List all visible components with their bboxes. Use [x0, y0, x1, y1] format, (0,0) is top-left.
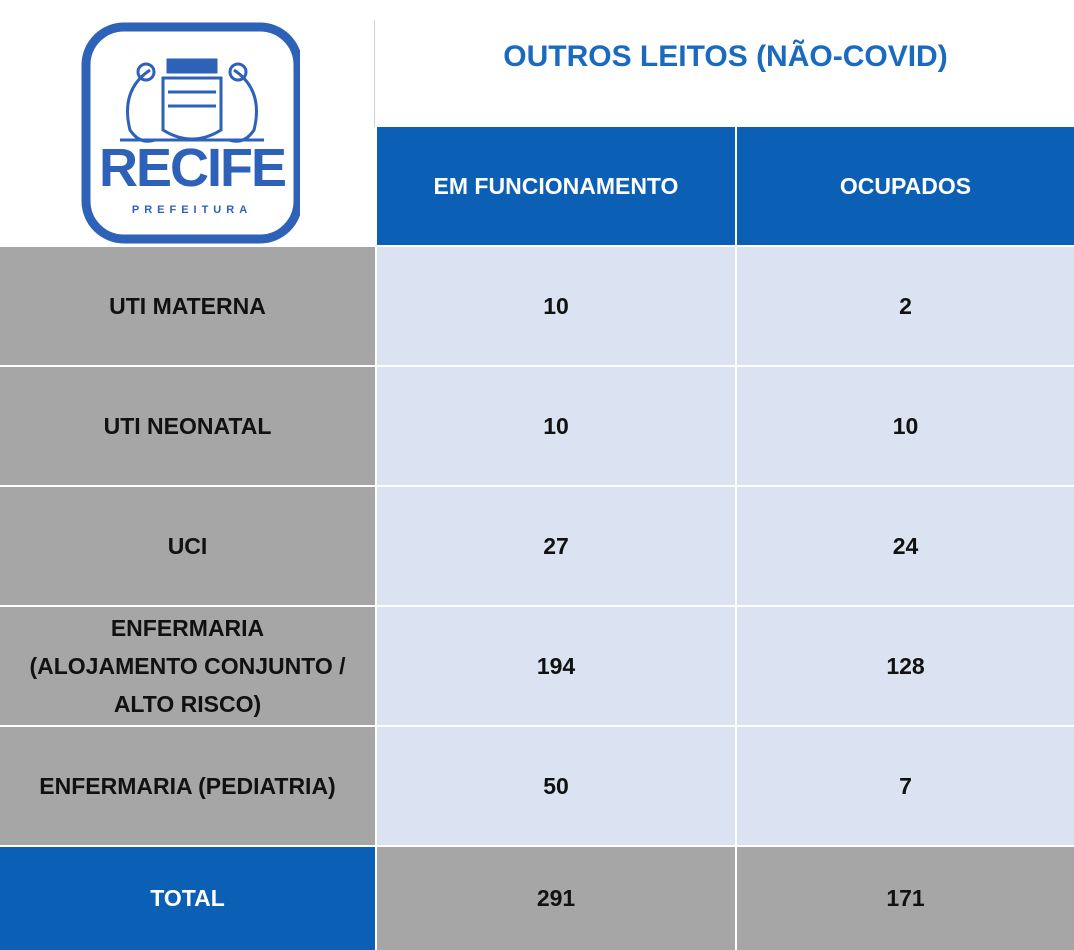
logo: RECIFE PREFEITURA — [81, 22, 300, 244]
row-label: UTI NEONATAL — [0, 367, 375, 485]
row-label-line: ALTO RISCO) — [113, 691, 262, 717]
value-cell: 50 — [377, 727, 735, 845]
row-label-line: (ALOJAMENTO CONJUNTO / — [29, 653, 346, 679]
logo-crest — [120, 58, 264, 143]
row-label: ENFERMARIA (PEDIATRIA) — [0, 727, 375, 845]
row-label: UTI MATERNA — [0, 247, 375, 365]
column-header: EM FUNCIONAMENTO — [377, 127, 735, 245]
row-label-line: ENFERMARIA (PEDIATRIA) — [39, 773, 336, 799]
value-cell: 10 — [377, 247, 735, 365]
value-cell: 194 — [377, 607, 735, 725]
table-title: OUTROS LEITOS (NÃO-COVID) — [503, 40, 948, 73]
row-label-line: UCI — [167, 533, 208, 559]
value-cell: 27 — [377, 487, 735, 605]
value-cell: 128 — [737, 607, 1074, 725]
divider — [374, 20, 375, 127]
value-cell: 7 — [737, 727, 1074, 845]
row-label-line: ENFERMARIA — [110, 615, 265, 641]
logo-subtitle: PREFEITURA — [132, 204, 252, 216]
row-label-line: UTI NEONATAL — [103, 413, 272, 439]
total-label: TOTAL — [0, 847, 375, 950]
row-label: ENFERMARIA (ALOJAMENTO CONJUNTO / ALTO RIS… — [0, 607, 375, 725]
value-cell: 10 — [377, 367, 735, 485]
value-cell: 24 — [737, 487, 1074, 605]
value-cell: 2 — [737, 247, 1074, 365]
row-label: UCI — [0, 487, 375, 605]
total-cell: 171 — [737, 847, 1074, 950]
logo-name: RECIFE — [99, 138, 285, 198]
value-cell: 10 — [737, 367, 1074, 485]
total-cell: 291 — [377, 847, 735, 950]
column-header: OCUPADOS — [737, 127, 1074, 245]
row-label-line: UTI MATERNA — [109, 293, 266, 319]
